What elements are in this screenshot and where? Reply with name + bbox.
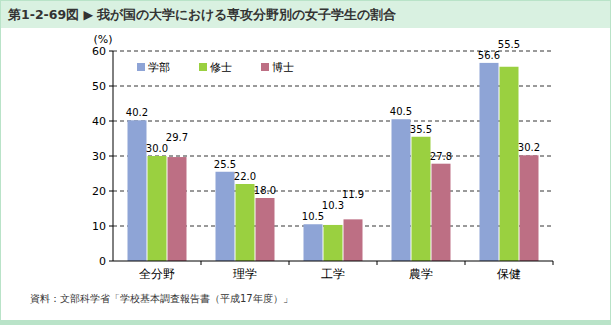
data-labels: 40.2 30.029.7 25.522.0 18.0 10.510.311.9 40.5… [126,39,540,222]
bars [128,63,539,261]
source-note: 資料：文部科学省「学校基本調査報告書（平成17年度）」 [30,293,293,304]
bar [392,119,411,261]
legend-label: 修士 [210,61,232,74]
tick-mark [109,86,113,87]
bar [216,172,235,261]
category-tick [553,261,554,265]
data-label: 25.5 [214,159,236,170]
tick-mark [109,51,113,52]
chart: 第1-2-69図 ▶ 我が国の大学における専攻分野別の女子学生の割合(%)010… [0,0,611,325]
bar [236,184,255,261]
tick-label: 40 [92,115,106,128]
data-label: 40.2 [126,107,148,118]
tick-mark [109,156,113,157]
tick-mark [109,191,113,192]
legend-swatch [261,63,269,71]
tick-label: 30 [92,150,106,163]
legend-swatch [137,63,145,71]
category-tick [465,261,466,265]
category-label: 工学 [321,267,345,281]
category-label: 全分野 [139,267,175,281]
data-label: 35.5 [410,124,432,135]
category-tick [377,261,378,265]
bar [168,157,187,261]
data-label: 22.0 [234,171,256,182]
data-label: 30.2 [518,142,540,153]
bar [344,219,363,261]
data-label: 27.8 [430,151,452,162]
category-tick [289,261,290,265]
tick-mark [109,226,113,227]
category-tick [201,261,202,265]
data-label: 30.0 [146,143,168,154]
tick-label: 10 [92,220,106,233]
legend-label: 学部 [148,61,170,74]
tick-mark [109,121,113,122]
category-label: 理学 [233,267,257,281]
bar [128,120,147,261]
data-label: 10.3 [322,200,344,211]
data-label: 18.0 [254,185,276,196]
legend-swatch [199,63,207,71]
bar [432,164,451,261]
title: 第1-2-69図 ▶ 我が国の大学における専攻分野別の女子学生の割合 [7,7,396,22]
data-label: 11.9 [342,189,364,200]
legend: 学部 修士 博士 [137,61,294,74]
tick-label: 60 [92,45,106,58]
tick-label: 0 [99,255,106,268]
data-label: 29.7 [166,132,188,143]
tick-mark [109,261,113,262]
y-axis [113,51,114,261]
bar [480,63,499,261]
data-label: 10.5 [302,211,324,222]
x-axis [113,261,553,262]
legend-label: 博士 [272,61,294,74]
bar [304,224,323,261]
frame [1,1,611,325]
data-label: 40.5 [390,106,412,117]
bar [324,225,343,261]
bar [256,198,275,261]
tick-label: 20 [92,185,106,198]
header-band [1,1,610,28]
category-label: 農学 [409,267,433,281]
bar [500,67,519,261]
data-label: 55.5 [498,39,520,50]
data-label: 56.6 [478,50,500,61]
bar [520,155,539,261]
bar [148,156,167,261]
tick-label: 50 [92,80,106,93]
footer-band [1,320,610,324]
category-label: 保健 [497,267,521,281]
bar [412,137,431,261]
